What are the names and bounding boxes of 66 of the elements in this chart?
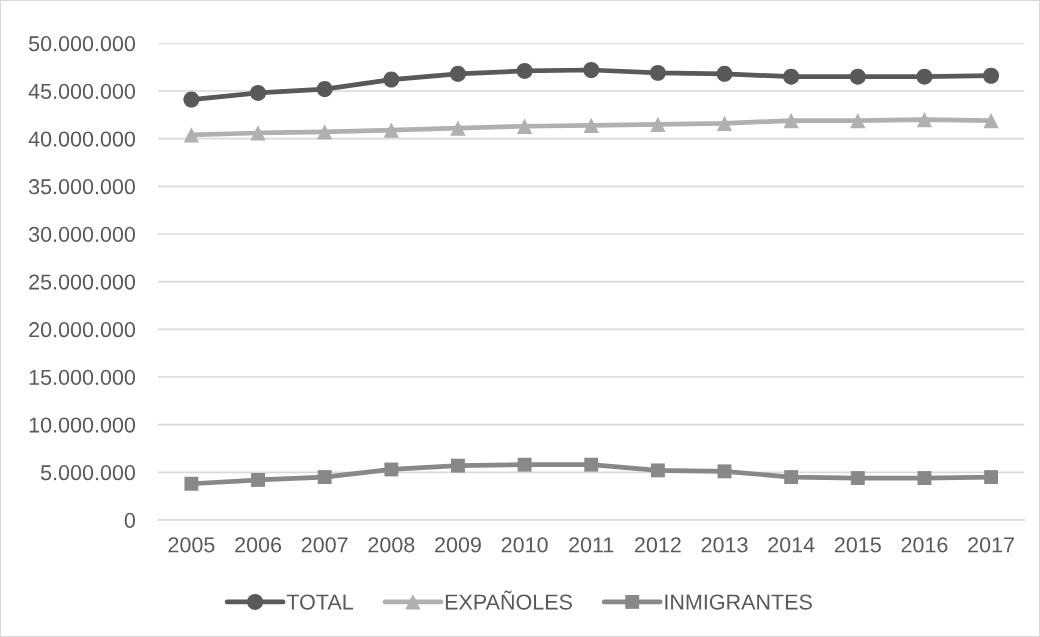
point <box>517 457 532 472</box>
point <box>983 67 1000 84</box>
x-tick-label: 2010 <box>501 537 548 553</box>
y-tick-label: 30.000.000 <box>28 226 136 242</box>
point <box>916 68 933 85</box>
point <box>783 112 799 129</box>
x-tick-label: 2014 <box>768 537 815 553</box>
y-tick-label: 40.000.000 <box>28 131 136 147</box>
point <box>717 464 732 479</box>
point <box>917 471 932 485</box>
y-tick-label: 10.000.000 <box>29 417 136 433</box>
point <box>516 118 533 134</box>
x-tick-label: 2013 <box>701 537 748 553</box>
point <box>650 463 665 478</box>
point <box>584 457 599 472</box>
point <box>450 120 466 136</box>
x-tick-label: 2016 <box>901 537 948 553</box>
x-tick-label: 2017 <box>968 537 1014 553</box>
y-tick-label: 50.000.000 <box>28 36 136 52</box>
point <box>383 71 400 88</box>
point <box>649 64 666 81</box>
point <box>384 462 399 477</box>
point <box>317 124 333 140</box>
point <box>316 81 333 98</box>
point <box>183 127 200 143</box>
point <box>250 84 267 101</box>
point <box>983 112 999 129</box>
point <box>251 473 265 487</box>
x-tick-label: 2011 <box>569 537 614 553</box>
y-tick-label: 25.000.000 <box>29 274 136 290</box>
x-tick-label: 2007 <box>301 537 348 553</box>
point <box>650 116 666 132</box>
point <box>184 476 199 491</box>
x-tick-label: 2009 <box>435 537 481 553</box>
point <box>449 65 466 82</box>
x-tick-label: 2012 <box>635 537 681 553</box>
point <box>916 111 933 128</box>
point <box>784 470 799 485</box>
y-tick-label: 5.000.000 <box>40 465 136 481</box>
y-tick-label: 15.000.000 <box>29 369 136 385</box>
point <box>783 68 800 85</box>
x-tick-label: 2005 <box>168 537 215 553</box>
point <box>183 91 200 108</box>
point <box>850 112 866 129</box>
point <box>317 470 332 485</box>
point <box>850 471 865 485</box>
point <box>451 458 465 473</box>
x-tick-label: 2006 <box>235 537 282 553</box>
x-tick-label: 2008 <box>368 537 415 553</box>
point <box>716 65 733 82</box>
point <box>250 125 266 141</box>
point <box>516 62 533 79</box>
point <box>849 68 866 85</box>
point <box>583 62 600 78</box>
point <box>583 117 599 133</box>
point <box>383 122 399 138</box>
point <box>984 470 999 485</box>
y-tick-label: 45.000.000 <box>28 83 136 99</box>
legend-label: TOTAL <box>286 594 354 610</box>
legend-label: INMIGRANTES <box>665 594 812 610</box>
x-tick-label: 2015 <box>834 537 881 553</box>
y-tick-label: 20.000.000 <box>29 322 136 338</box>
legend-label: EXPAÑOLES <box>445 590 572 610</box>
y-tick-label: 0 <box>124 512 136 528</box>
point <box>716 115 733 132</box>
y-tick-label: 35.000.000 <box>28 179 136 195</box>
